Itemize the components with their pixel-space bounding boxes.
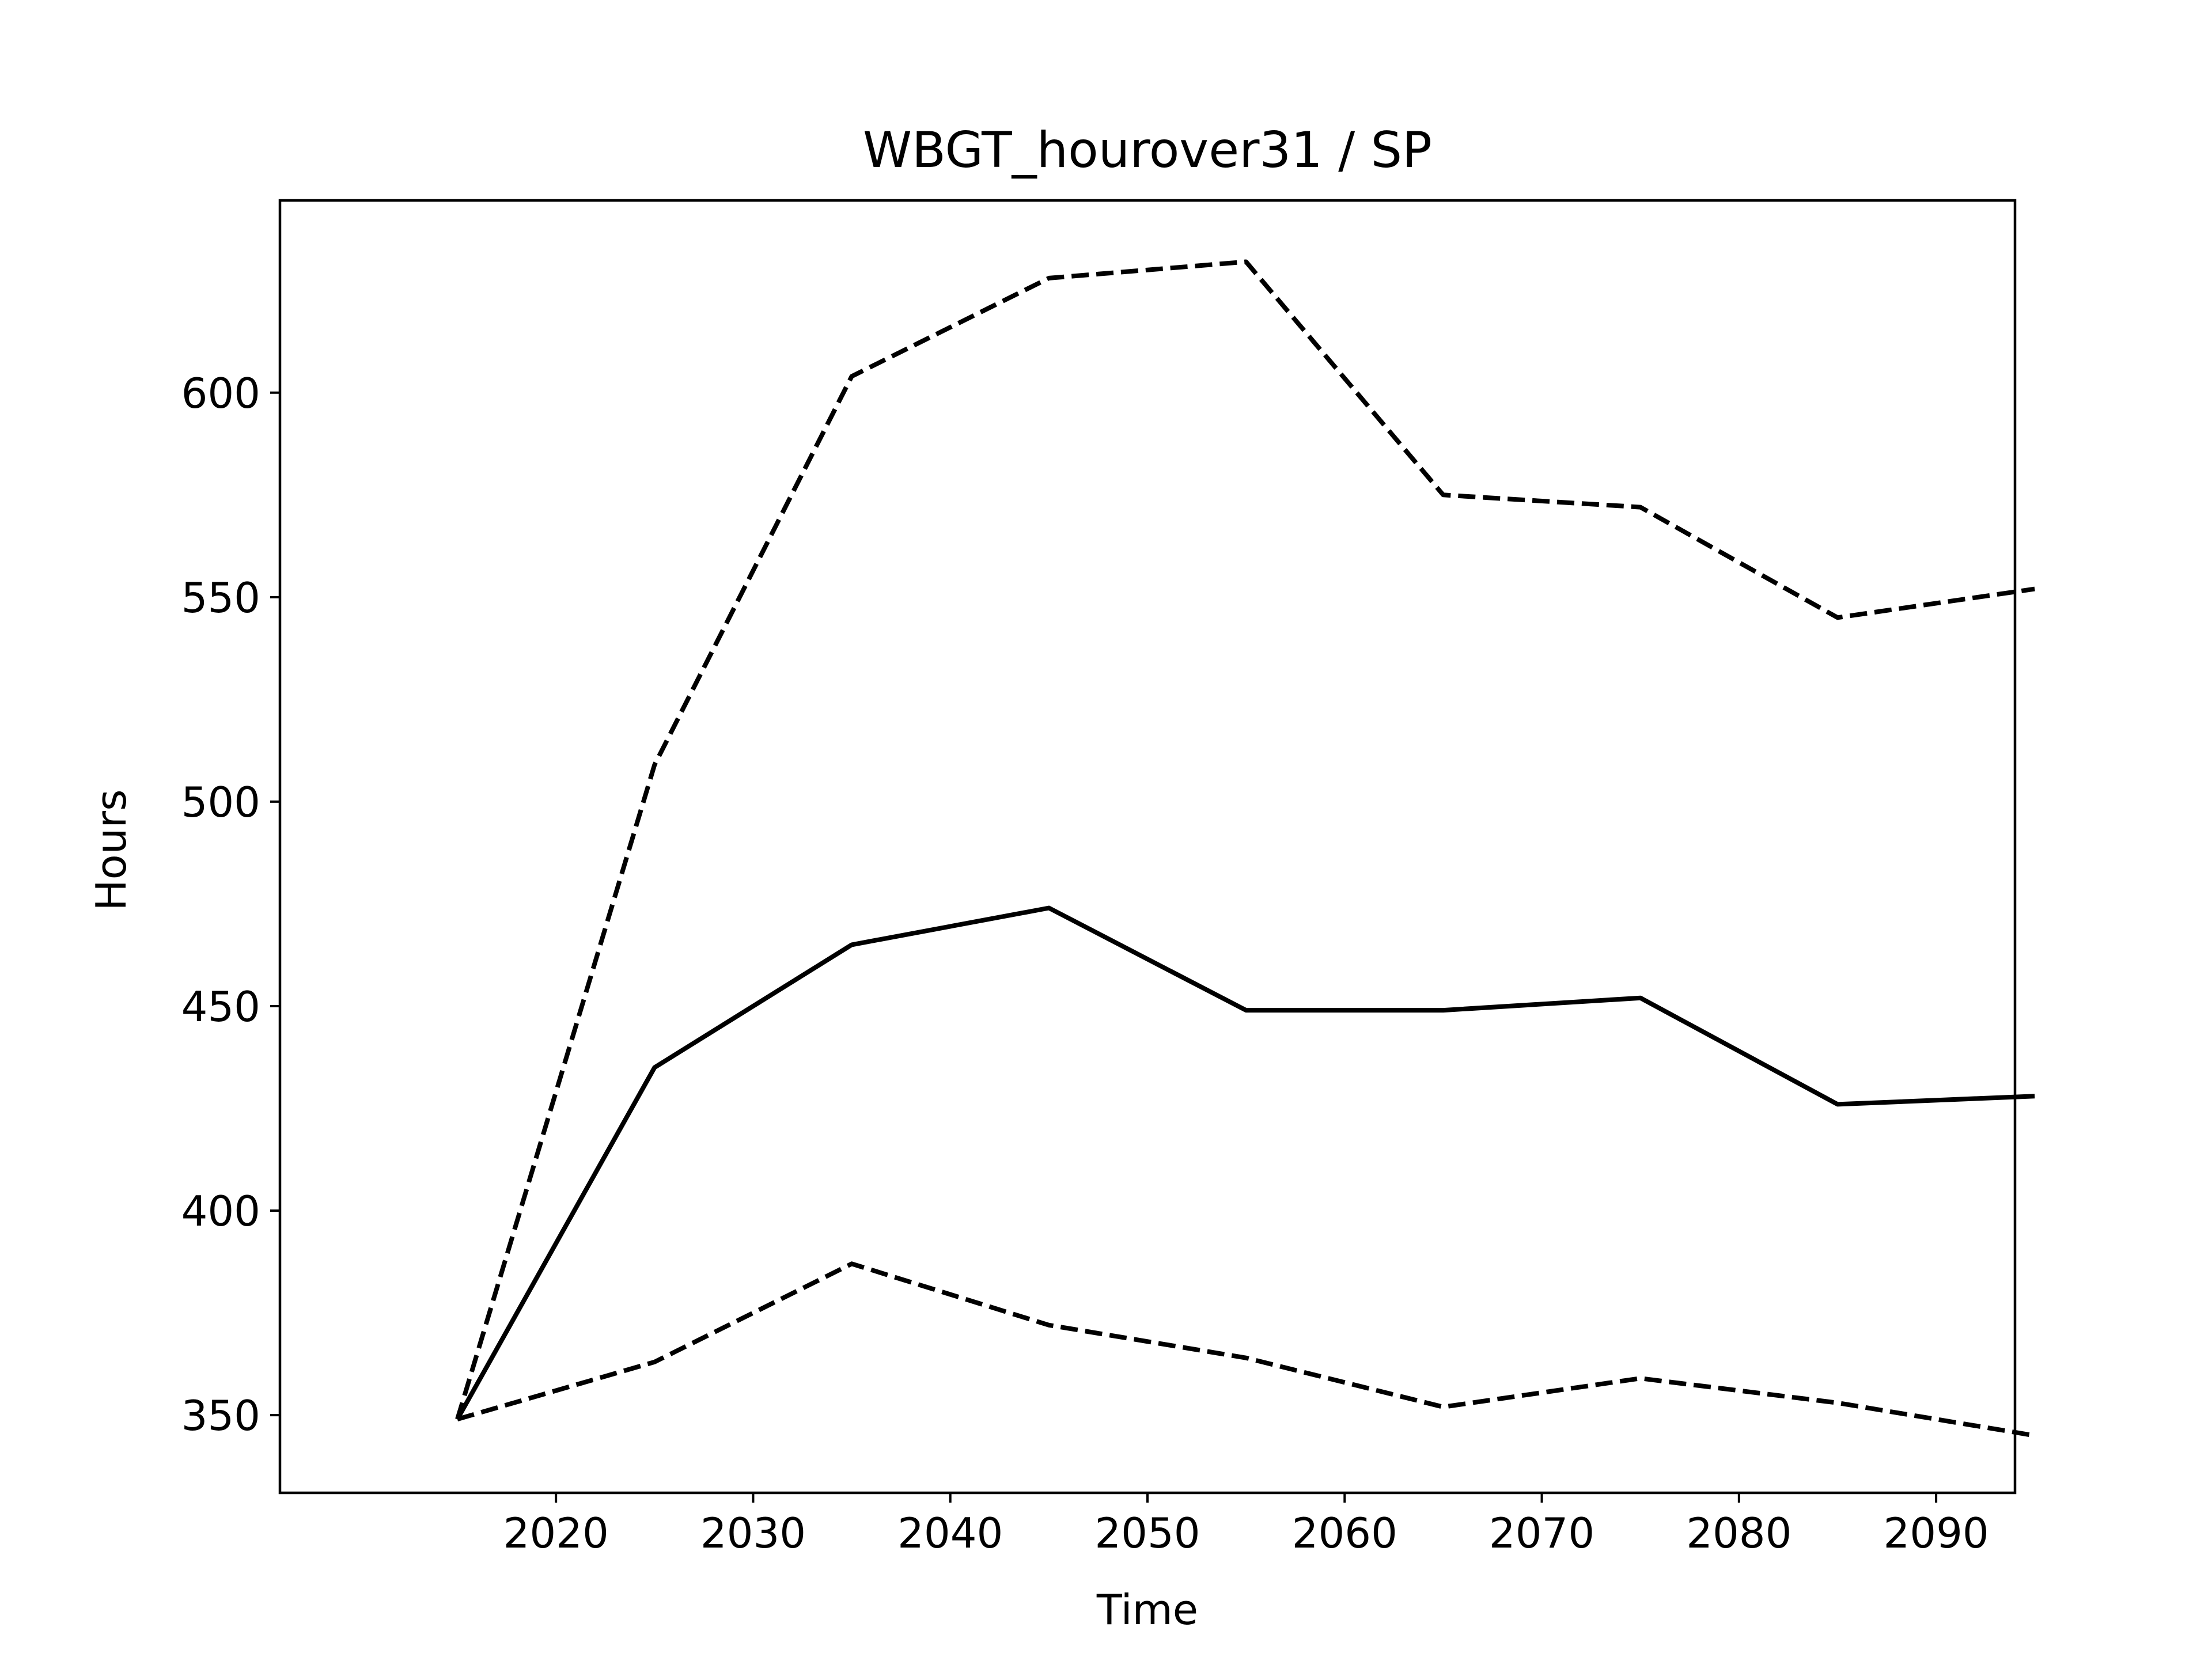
x-tick-label: 2020 (503, 1509, 609, 1557)
x-tick-label: 2080 (1686, 1509, 1791, 1557)
lower-dashed-series-line (456, 1261, 2035, 1438)
y-tick-label: 400 (181, 1187, 260, 1235)
x-tick-label: 2040 (897, 1509, 1003, 1557)
x-tick-label: 2030 (700, 1509, 806, 1557)
y-tick-label: 450 (181, 983, 260, 1031)
y-tick-label: 350 (181, 1391, 260, 1440)
y-tick-label: 600 (181, 369, 260, 418)
x-axis-label: Time (1096, 1586, 1198, 1634)
x-tick-label: 2060 (1292, 1509, 1397, 1557)
y-tick-label: 500 (181, 778, 260, 826)
upper-dashed-series-line (455, 259, 2035, 1420)
x-tick-label: 2090 (1883, 1509, 1988, 1557)
plot-area (455, 259, 2035, 1438)
y-axis-label: Hours (87, 790, 135, 911)
solid-series-line (455, 905, 2035, 1421)
x-tick-label: 2070 (1489, 1509, 1594, 1557)
chart-title: WBGT_hourover31 / SP (863, 122, 1432, 179)
y-tick-label: 550 (181, 574, 260, 622)
x-tick-label: 2050 (1094, 1509, 1200, 1557)
